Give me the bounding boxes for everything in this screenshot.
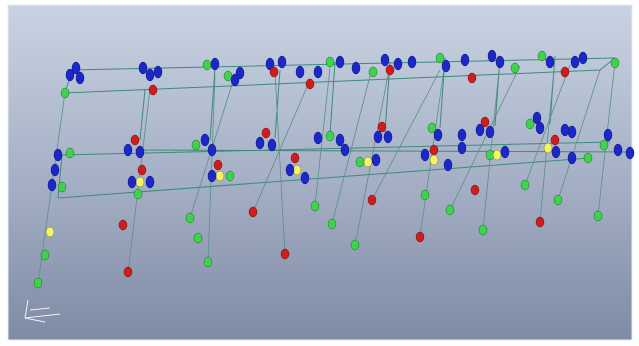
nodes-top <box>60 49 620 99</box>
nodes-middle <box>47 111 635 206</box>
nodes-base <box>33 179 603 289</box>
axis-triad-icon <box>24 299 61 323</box>
canvas-background <box>7 4 633 341</box>
